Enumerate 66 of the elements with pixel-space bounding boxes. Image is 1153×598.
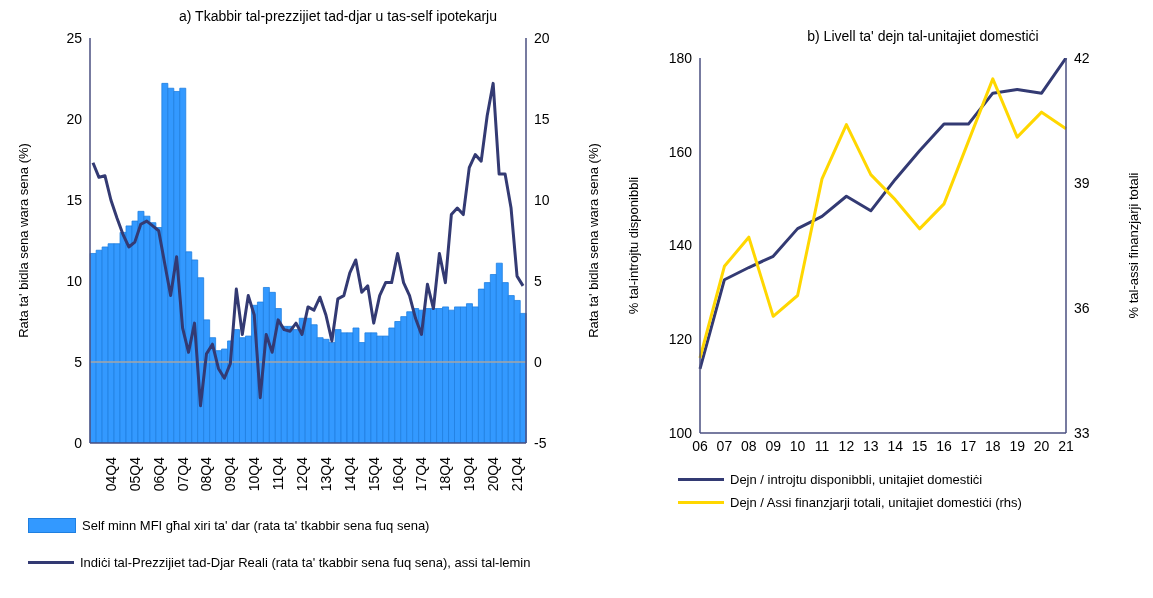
y-tick-label: 15 [66,191,83,208]
x-tick-label: 18 [985,437,1001,454]
x-tick-label: 20Q4 [485,456,502,492]
x-tick-label: 06 [692,437,708,454]
y2-tick-label: 15 [534,110,550,127]
chart-title: a) Tkabbir tal-prezzijiet tad-djar u tas-self ipotekarju [178,8,498,26]
x-tick-label: 12 [838,437,855,454]
x-tick-label: 19Q4 [461,456,478,492]
x-tick-label: 09Q4 [222,456,239,492]
y2-tick-label: 10 [534,191,550,208]
x-tick-label: 07Q4 [174,456,191,492]
chart-title: b) Livell ta' dejn tal-unitajiet domestiċi [806,28,1040,46]
x-tick-label: 11Q4 [270,456,287,491]
y-axis-title: % tal-introjtu disponibbli [625,176,641,315]
x-tick-label: 17Q4 [413,456,430,492]
x-tick-label: 18Q4 [437,456,454,492]
y2-tick-label: 42 [1074,49,1090,66]
x-tick-label: 17 [960,437,977,454]
x-tick-label: 19 [1009,437,1026,454]
y-tick-label: 5 [74,353,83,370]
x-tick-label: 14 [887,437,904,454]
y-tick-label: 140 [668,237,693,254]
y-tick-label: 20 [66,110,83,127]
y-tick-label: 160 [668,143,693,160]
y-tick-label: 10 [66,272,83,289]
y2-tick-label: -5 [534,434,547,451]
x-tick-label: 10Q4 [246,456,263,492]
x-tick-label: 07 [716,437,733,454]
y2-tick-label: 33 [1074,424,1090,441]
legend-label: Dejn / introjtu disponibbli, unitajiet domestiċi [730,472,983,487]
x-tick-label: 13Q4 [317,456,334,492]
x-tick-label: 21 [1058,437,1074,454]
y-tick-label: 100 [668,424,693,441]
y-tick-label: 25 [66,29,83,46]
x-tick-label: 16 [936,437,952,454]
x-tick-label: 06Q4 [150,456,167,492]
y2-tick-label: 20 [534,29,550,46]
x-tick-label: 05Q4 [126,456,143,492]
line-series [91,81,525,408]
x-tick-label: 08 [741,437,757,454]
y2-axis-title: % tal-assi finanzjarji totali [1125,172,1141,319]
y2-axis-title: Rata ta' bidla sena wara sena (%) [585,143,601,338]
x-tick-label: 15Q4 [365,456,382,492]
y2-tick-label: 36 [1074,299,1090,316]
x-tick-label: 15 [911,437,928,454]
x-tick-label: 13 [863,437,879,454]
y-tick-label: 0 [74,434,83,451]
x-tick-label: 11 [814,437,830,454]
legend-label: Self minn MFI għal xiri ta' dar (rata ta' tkabbir sena fuq sena) [82,518,430,533]
y-tick-label: 120 [668,331,693,348]
y-tick-label: 180 [668,49,693,66]
y2-tick-label: 5 [534,272,542,289]
x-tick-label: 20 [1033,437,1050,454]
x-tick-label: 21Q4 [509,456,526,492]
y-axis-title: Rata ta' bidla sena wara sena (%) [15,143,31,338]
x-tick-label: 08Q4 [198,456,215,492]
y2-tick-label: 0 [534,353,542,370]
legend-label: Dejn / Assi finanzjarji totali, unitajiet domestiċi (rhs) [730,495,1022,510]
legend-label: Indiċi tal-Prezzijiet tad-Djar Reali (rata ta' tkabbir sena fuq sena), assi tal-lemin [80,555,531,570]
x-tick-label: 16Q4 [389,456,406,492]
x-tick-label: 04Q4 [102,456,119,492]
y2-tick-label: 39 [1074,174,1090,191]
x-tick-label: 10 [789,437,806,454]
x-tick-label: 09 [765,437,782,454]
x-tick-label: 12Q4 [294,456,311,492]
x-tick-label: 14Q4 [341,456,358,492]
